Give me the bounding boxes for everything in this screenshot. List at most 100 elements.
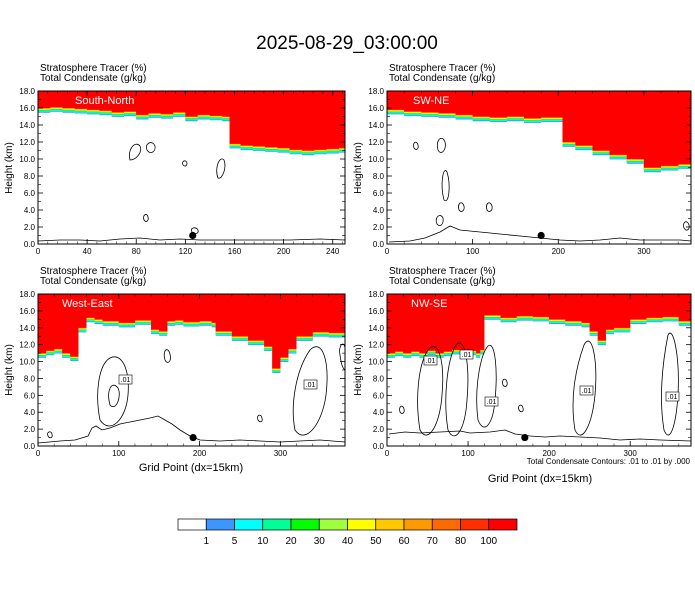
colorbar-swatch <box>347 518 377 531</box>
x-tick-label: 300 <box>624 449 638 458</box>
location-marker <box>189 433 197 442</box>
contour-note: Total Condensate Contours: .01 to .01 by… <box>527 457 691 466</box>
tracer-field <box>387 294 691 446</box>
colorbar-label: 10 <box>257 536 269 547</box>
tracer-band <box>387 294 691 354</box>
y-tick-label: 8.0 <box>24 374 36 383</box>
axes: 0.0 2.0 4.0 6.0 8.0 10.0 12.0 14.0 16.0 18.0 0 100 2… <box>368 87 692 256</box>
panel-label: South-North <box>75 95 134 107</box>
y-tick-label: 18.0 <box>368 87 384 96</box>
colorbar-swatch <box>403 518 433 531</box>
panel-header-tracer: Stratosphere Tracer (%) <box>389 63 496 74</box>
y-tick-label: 4.0 <box>24 408 36 417</box>
y-tick-label: 2.0 <box>373 425 385 434</box>
y-axis-label: Height (km) <box>4 142 15 194</box>
y-tick-label: 4.0 <box>373 408 385 417</box>
y-tick-label: 2.0 <box>373 223 385 232</box>
y-tick-label: 0.0 <box>24 240 36 249</box>
x-axis-label: Grid Point (dx=15km) <box>139 462 243 474</box>
x-tick-label: 0 <box>385 247 390 256</box>
y-tick-label: 18.0 <box>19 87 35 96</box>
contour-value-label: .01 <box>487 399 497 406</box>
y-tick-label: 4.0 <box>24 206 36 215</box>
y-axis-label: Height (km) <box>353 142 364 194</box>
y-tick-label: 16.0 <box>368 307 384 316</box>
condensate-contours <box>38 343 345 444</box>
colorbar-swatch <box>234 518 264 531</box>
figure-title: 2025-08-29_03:00:00 <box>256 33 438 54</box>
contour-value-label: .01 <box>306 382 316 389</box>
x-tick-label: 0 <box>36 449 41 458</box>
axes: 0.0 2.0 4.0 6.0 8.0 10.0 12.0 14.0 16.0 18.0 0 40 80… <box>19 87 346 256</box>
colorbar-label: 50 <box>370 536 382 547</box>
y-tick-label: 16.0 <box>19 104 35 113</box>
contour-value-label: .01 <box>668 394 678 401</box>
axes: 0.0 2.0 4.0 6.0 8.0 10.0 12.0 14.0 16.0 18.0 0 100 2… <box>19 290 346 458</box>
panel-label: SW-NE <box>413 95 449 107</box>
y-tick-label: 10.0 <box>368 155 384 164</box>
contour-value-label: .01 <box>582 388 592 395</box>
y-tick-label: 10.0 <box>19 358 35 367</box>
y-tick-label: 14.0 <box>368 324 384 333</box>
y-tick-label: 14.0 <box>19 121 35 130</box>
tracer-band <box>38 294 345 369</box>
colorbar-label: 1 <box>203 536 209 547</box>
x-tick-label: 40 <box>83 247 92 256</box>
y-tick-label: 6.0 <box>24 391 36 400</box>
y-tick-label: 10.0 <box>368 358 384 367</box>
y-tick-label: 10.0 <box>19 155 35 164</box>
panel-label: NW-SE <box>411 298 447 310</box>
colorbar-swatch <box>488 518 518 531</box>
panel-label: West-East <box>62 298 113 310</box>
y-tick-label: 12.0 <box>19 341 35 350</box>
x-tick-label: 200 <box>552 247 566 256</box>
colorbar-swatch <box>262 518 292 531</box>
location-marker <box>521 433 529 442</box>
y-tick-label: 0.0 <box>373 442 385 451</box>
y-tick-label: 12.0 <box>368 138 384 147</box>
y-tick-label: 6.0 <box>373 391 385 400</box>
y-tick-label: 12.0 <box>19 138 35 147</box>
x-tick-label: 100 <box>461 449 475 458</box>
y-tick-label: 8.0 <box>373 172 385 181</box>
y-tick-label: 16.0 <box>368 104 384 113</box>
x-tick-label: 100 <box>466 247 480 256</box>
tracer-field <box>387 91 691 244</box>
panel-header-condensate: Total Condensate (g/kg) <box>40 276 146 287</box>
x-tick-label: 300 <box>637 247 651 256</box>
y-tick-label: 4.0 <box>373 206 385 215</box>
panel-header-tracer: Stratosphere Tracer (%) <box>40 266 147 277</box>
y-tick-label: 2.0 <box>24 223 36 232</box>
colorbar-swatch <box>177 518 207 531</box>
y-tick-label: 8.0 <box>373 374 385 383</box>
y-axis-label: Height (km) <box>353 344 364 396</box>
x-tick-label: 100 <box>112 449 126 458</box>
colorbar: 1 5 10 20 30 40 50 60 70 80 100 <box>177 518 518 547</box>
contour-value-label: .01 <box>121 377 131 384</box>
x-tick-label: 300 <box>274 449 288 458</box>
y-tick-label: 14.0 <box>368 121 384 130</box>
y-tick-label: 12.0 <box>368 341 384 350</box>
panel-nw-se: Stratosphere Tracer (%) Total Condensate… <box>353 266 692 485</box>
colorbar-label: 70 <box>427 536 439 547</box>
panel-header-tracer: Stratosphere Tracer (%) <box>40 63 147 74</box>
tracer-field <box>38 294 345 446</box>
x-tick-label: 200 <box>193 449 207 458</box>
y-axis-label: Height (km) <box>4 344 15 396</box>
y-tick-label: 6.0 <box>24 189 36 198</box>
colorbar-swatch <box>431 518 461 531</box>
panel-header-condensate: Total Condensate (g/kg) <box>389 276 495 287</box>
y-tick-label: 18.0 <box>368 290 384 299</box>
y-tick-label: 0.0 <box>373 240 385 249</box>
panel-south-north: Stratosphere Tracer (%) Total Condensate… <box>4 63 346 256</box>
panel-header-condensate: Total Condensate (g/kg) <box>40 73 146 84</box>
condensate-contours <box>388 137 691 243</box>
colorbar-label: 30 <box>314 536 326 547</box>
panel-sw-ne: Stratosphere Tracer (%) Total Condensate… <box>353 63 692 256</box>
x-tick-label: 80 <box>132 247 141 256</box>
tracer-band <box>38 91 345 151</box>
colorbar-label: 80 <box>455 536 467 547</box>
colorbar-swatch <box>290 518 320 531</box>
x-tick-label: 120 <box>179 247 193 256</box>
